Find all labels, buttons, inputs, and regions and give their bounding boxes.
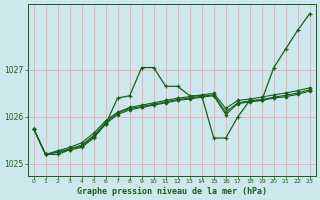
X-axis label: Graphe pression niveau de la mer (hPa): Graphe pression niveau de la mer (hPa): [77, 187, 267, 196]
